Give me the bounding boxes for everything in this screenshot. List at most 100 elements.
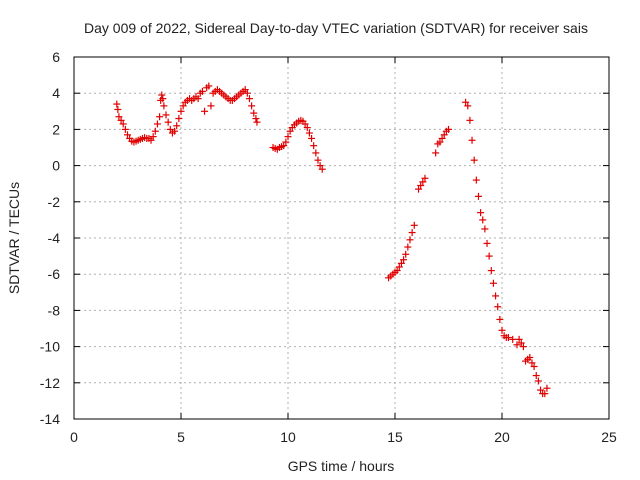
data-point <box>534 377 542 385</box>
x-tick-label: 20 <box>494 429 510 445</box>
data-point <box>402 250 410 258</box>
data-point <box>207 102 215 110</box>
data-point <box>421 174 429 182</box>
data-point <box>496 315 504 323</box>
data-point <box>417 182 425 190</box>
data-point <box>483 239 491 247</box>
data-point <box>280 142 288 150</box>
data-point <box>121 125 129 133</box>
data-points <box>113 82 551 398</box>
chart-title: Day 009 of 2022, Sidereal Day-to-day VTE… <box>84 20 588 36</box>
data-point <box>147 136 155 144</box>
data-point <box>397 259 405 267</box>
y-tick-label: -12 <box>40 375 60 391</box>
data-point <box>537 386 545 394</box>
y-tick-label: -8 <box>48 302 61 318</box>
data-point <box>179 102 187 110</box>
data-point <box>481 225 489 233</box>
y-tick-label: -14 <box>40 411 60 427</box>
data-point <box>485 252 493 260</box>
x-tick-label: 25 <box>601 429 617 445</box>
data-point <box>530 363 538 371</box>
data-point <box>113 100 121 108</box>
y-tick-label: -2 <box>48 194 61 210</box>
y-tick-label: -10 <box>40 339 60 355</box>
data-point <box>205 82 213 90</box>
data-point <box>301 120 309 128</box>
data-point <box>241 86 249 94</box>
data-point <box>166 125 174 133</box>
data-point <box>171 127 179 135</box>
y-tick-label: 6 <box>52 49 60 65</box>
data-point <box>519 343 527 351</box>
data-point <box>432 149 440 157</box>
data-point <box>415 185 423 193</box>
data-point <box>284 133 292 141</box>
data-point <box>305 129 313 137</box>
data-point <box>436 138 444 146</box>
data-point <box>528 359 536 367</box>
data-point <box>115 113 123 121</box>
data-point <box>477 209 485 217</box>
data-point <box>526 353 534 361</box>
grid-lines <box>74 57 609 419</box>
data-point <box>314 156 322 164</box>
data-point <box>312 149 320 157</box>
x-tick-label: 15 <box>387 429 403 445</box>
data-point <box>517 339 525 347</box>
x-tick-labels: 0 5 10 15 20 25 <box>70 429 617 445</box>
x-tick-label: 0 <box>70 429 78 445</box>
data-point <box>498 326 506 334</box>
data-point <box>177 107 185 115</box>
data-point <box>250 109 258 117</box>
y-tick-label: 2 <box>52 121 60 137</box>
y-axis-label: SDTVAR / TECUs <box>6 182 22 294</box>
y-tick-labels: -14 -12 -10 -8 -6 -4 -2 0 2 4 6 <box>40 49 60 427</box>
data-point <box>149 133 157 141</box>
y-tick-label: 4 <box>52 85 60 101</box>
data-point <box>316 162 324 170</box>
data-point <box>509 335 517 343</box>
data-point <box>124 131 131 139</box>
x-axis-label: GPS time / hours <box>288 458 395 474</box>
data-point <box>494 303 502 311</box>
data-point <box>253 118 261 126</box>
data-point <box>440 131 448 139</box>
data-point <box>532 372 540 380</box>
data-point <box>318 165 326 173</box>
data-point <box>252 115 260 123</box>
data-point <box>198 87 206 95</box>
data-point <box>400 256 408 264</box>
data-point <box>160 102 168 110</box>
data-point <box>159 95 167 103</box>
data-point <box>468 136 476 144</box>
data-point <box>201 107 209 115</box>
data-point <box>541 390 549 398</box>
data-point <box>464 102 472 110</box>
data-point <box>404 243 412 251</box>
data-point <box>286 127 294 135</box>
data-point <box>153 120 161 128</box>
data-point <box>158 91 166 99</box>
y-tick-label: 0 <box>52 158 60 174</box>
data-point <box>489 279 497 287</box>
data-point <box>310 142 318 150</box>
data-point <box>175 115 183 123</box>
x-tick-label: 5 <box>177 429 185 445</box>
x-tick-label: 10 <box>280 429 296 445</box>
data-point <box>462 98 470 106</box>
data-point <box>114 105 122 113</box>
data-point <box>408 229 416 237</box>
data-point <box>438 134 446 142</box>
data-point <box>470 156 478 164</box>
y-tick-label: -4 <box>48 230 61 246</box>
data-point <box>487 267 495 275</box>
data-point <box>515 335 523 343</box>
y-tick-label: -6 <box>48 266 61 282</box>
data-point <box>466 116 474 124</box>
data-point <box>308 134 316 142</box>
data-point <box>492 292 500 300</box>
data-point <box>393 267 401 275</box>
data-point <box>543 384 551 392</box>
